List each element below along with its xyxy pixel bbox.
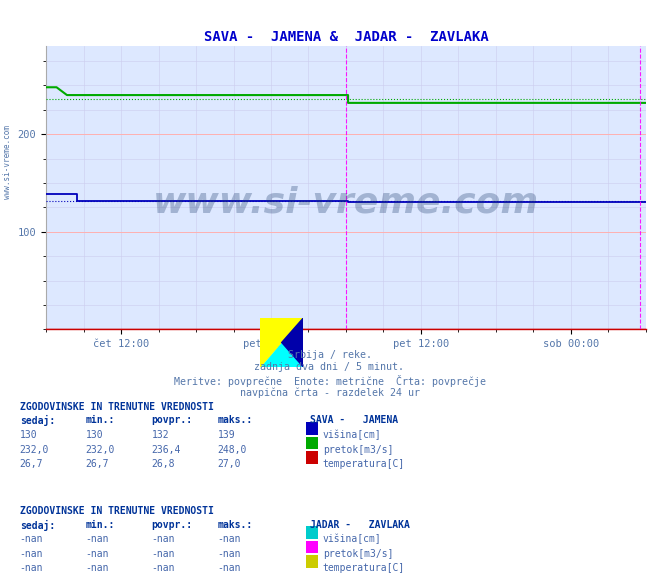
Text: min.:: min.: [86,520,115,529]
Text: 130: 130 [20,430,38,440]
Text: ZGODOVINSKE IN TRENUTNE VREDNOSTI: ZGODOVINSKE IN TRENUTNE VREDNOSTI [20,402,214,412]
Text: 139: 139 [217,430,235,440]
Text: -nan: -nan [152,563,175,573]
Text: 232,0: 232,0 [20,444,49,455]
Text: -nan: -nan [152,549,175,559]
Text: sedaj:: sedaj: [20,416,55,427]
Text: JADAR -   ZAVLAKA: JADAR - ZAVLAKA [310,520,410,529]
Text: pretok[m3/s]: pretok[m3/s] [323,549,393,559]
Polygon shape [282,318,303,367]
Text: zadnja dva dni / 5 minut.: zadnja dva dni / 5 minut. [254,362,405,372]
Text: 130: 130 [86,430,103,440]
Text: temperatura[C]: temperatura[C] [323,459,405,469]
Text: -nan: -nan [217,534,241,544]
Text: www.si-vreme.com: www.si-vreme.com [153,185,539,219]
Text: -nan: -nan [20,549,43,559]
Text: SAVA -   JAMENA: SAVA - JAMENA [310,416,398,425]
Text: Meritve: povprečne  Enote: metrične  Črta: povprečje: Meritve: povprečne Enote: metrične Črta:… [173,375,486,387]
Text: maks.:: maks.: [217,520,252,529]
Text: -nan: -nan [152,534,175,544]
Text: povpr.:: povpr.: [152,416,192,425]
Text: www.si-vreme.com: www.si-vreme.com [3,125,13,199]
Text: -nan: -nan [217,563,241,573]
Text: pretok[m3/s]: pretok[m3/s] [323,444,393,455]
Text: temperatura[C]: temperatura[C] [323,563,405,573]
Text: višina[cm]: višina[cm] [323,534,382,544]
Text: navpična črta - razdelek 24 ur: navpična črta - razdelek 24 ur [239,388,420,398]
Polygon shape [260,318,303,367]
Text: 232,0: 232,0 [86,444,115,455]
Text: višina[cm]: višina[cm] [323,430,382,440]
Text: -nan: -nan [217,549,241,559]
Text: sedaj:: sedaj: [20,520,55,531]
Text: 26,8: 26,8 [152,459,175,469]
Text: 26,7: 26,7 [86,459,109,469]
Text: -nan: -nan [86,563,109,573]
Text: 132: 132 [152,430,169,440]
Text: -nan: -nan [20,534,43,544]
Text: 27,0: 27,0 [217,459,241,469]
Text: -nan: -nan [86,549,109,559]
Text: maks.:: maks.: [217,416,252,425]
Text: min.:: min.: [86,416,115,425]
Text: 248,0: 248,0 [217,444,247,455]
Text: ZGODOVINSKE IN TRENUTNE VREDNOSTI: ZGODOVINSKE IN TRENUTNE VREDNOSTI [20,506,214,516]
Text: -nan: -nan [86,534,109,544]
Polygon shape [260,318,303,367]
Text: Srbija / reke.: Srbija / reke. [287,350,372,360]
Text: 26,7: 26,7 [20,459,43,469]
Text: 236,4: 236,4 [152,444,181,455]
Title: SAVA -  JAMENA &  JADAR -  ZAVLAKA: SAVA - JAMENA & JADAR - ZAVLAKA [204,29,488,44]
Text: povpr.:: povpr.: [152,520,192,529]
Text: -nan: -nan [20,563,43,573]
